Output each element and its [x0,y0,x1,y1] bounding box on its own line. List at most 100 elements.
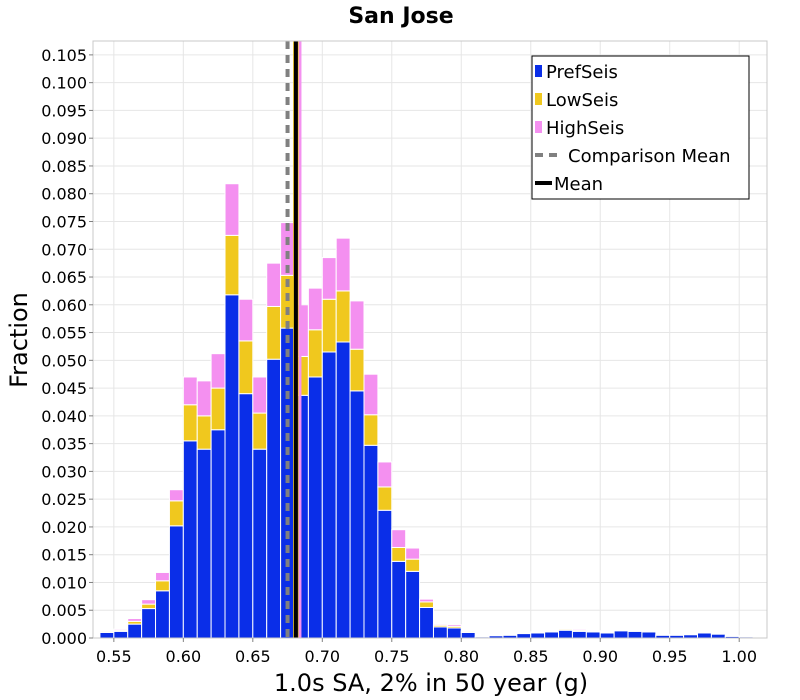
bar-prefseis [432,626,448,639]
bar-highseis [530,631,546,633]
x-axis-label: 1.0s SA, 2% in 50 year (g) [274,669,588,697]
bar-highseis [377,461,393,488]
bar-highseis [238,298,254,342]
bars-group [99,183,754,639]
bar-highseis [182,376,198,406]
x-tick-label: 0.85 [513,647,549,666]
bar-lowseis [321,298,337,353]
bar-prefseis [710,633,726,639]
bar-prefseis [363,444,379,639]
bar-lowseis [377,486,393,511]
legend-swatch-highseis [535,121,542,133]
bar-prefseis [613,630,629,639]
bar-highseis [113,628,129,631]
y-tick-label: 0.085 [41,157,87,176]
y-tick-label: 0.105 [41,46,87,65]
bar-prefseis [446,627,462,639]
bar-highseis [335,237,351,292]
y-tick-label: 0.065 [41,268,87,287]
bar-prefseis [544,631,560,639]
bar-lowseis [710,633,726,635]
bar-prefseis [460,631,476,639]
bar-lowseis [419,601,434,608]
bar-prefseis [516,633,532,639]
y-tick-label: 0.095 [41,101,87,120]
bar-lowseis [669,634,685,636]
bar-highseis [141,599,157,605]
bar-prefseis [599,632,615,639]
bar-lowseis [224,234,240,296]
bar-lowseis [391,546,407,562]
bar-highseis [544,630,560,632]
y-tick-label: 0.075 [41,212,87,231]
bar-lowseis [252,412,268,450]
bar-highseis [558,628,573,630]
bar-lowseis [683,633,699,636]
bar-highseis [210,353,226,389]
y-tick-label: 0.070 [41,240,87,259]
x-axis-ticks: 0.55 0.60 0.65 0.70 0.75 0.80 0.85 0.90 0.95 1.00 [96,638,757,666]
bar-prefseis [585,631,601,639]
bar-highseis [460,630,476,632]
bar-prefseis [127,623,143,639]
bar-prefseis [697,632,712,639]
bar-highseis [391,529,407,548]
bar-prefseis [349,390,365,639]
bar-highseis [571,628,587,631]
y-tick-label: 0.090 [41,129,87,148]
bar-highseis [196,380,212,417]
bar-prefseis [558,629,573,639]
bar-highseis [419,598,434,603]
bar-prefseis [266,358,282,639]
x-tick-label: 0.55 [96,647,132,666]
bar-highseis [252,376,268,414]
bar-prefseis [252,448,268,639]
bar-prefseis [99,631,115,639]
x-tick-label: 0.80 [443,647,479,666]
legend-box [531,55,750,200]
legend: PrefSeis LowSeis HighSeis Comparison Mean Me… [531,55,750,200]
plot-frame [92,40,768,639]
y-tick-label: 0.080 [41,185,87,204]
bar-lowseis [335,290,351,343]
x-tick-label: 0.90 [582,647,618,666]
bar-lowseis [405,558,421,572]
bar-highseis [321,257,337,300]
y-tick-label: 0.035 [41,435,87,454]
bar-lowseis [196,415,212,450]
bar-highseis [224,183,240,236]
bar-highseis [641,630,657,632]
x-tick-label: 1.00 [721,647,757,666]
bar-prefseis [377,509,393,639]
y-axis-ticks: 0.000 0.005 0.010 0.015 0.020 0.025 0.030 0.035… [41,46,93,648]
bar-prefseis [168,525,184,639]
y-tick-label: 0.045 [41,379,87,398]
bar-prefseis [530,632,546,639]
bar-highseis [307,287,323,331]
legend-label-highseis: HighSeis [546,118,624,139]
bar-prefseis [155,590,170,639]
bar-highseis [405,547,421,560]
y-tick-label: 0.055 [41,324,87,343]
bar-lowseis [210,387,226,431]
bar-prefseis [321,351,337,639]
bar-prefseis [405,570,421,639]
bar-highseis [155,571,170,582]
bar-lowseis [307,329,323,378]
legend-label-lowseis: LowSeis [546,90,618,111]
bar-prefseis [419,606,434,639]
x-tick-label: 0.60 [166,647,202,666]
bar-prefseis [238,393,254,639]
bar-prefseis [224,294,240,639]
y-tick-label: 0.015 [41,546,87,565]
legend-swatch-lowseis [535,93,542,105]
bar-prefseis [182,440,198,639]
bar-highseis [627,629,643,632]
bar-highseis [432,623,448,626]
y-tick-label: 0.010 [41,573,87,592]
bar-prefseis [196,448,212,639]
bar-lowseis [266,305,282,360]
bar-highseis [168,489,184,502]
bar-prefseis [641,631,657,639]
x-tick-label: 0.65 [235,647,271,666]
